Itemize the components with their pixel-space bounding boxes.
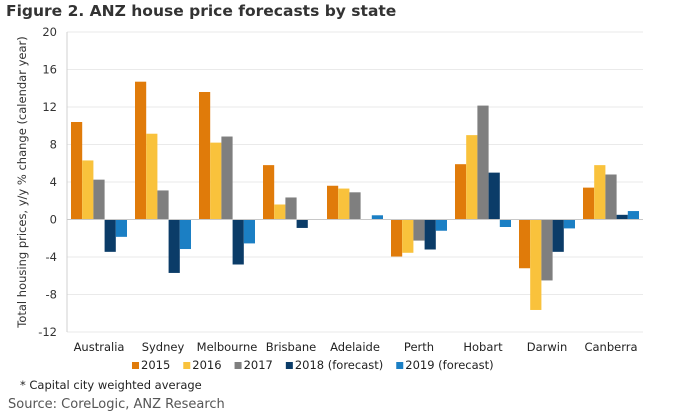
y-tick-label: 20: [42, 25, 57, 39]
x-tick-label: Adelaide: [330, 340, 380, 354]
source-note: Source: CoreLogic, ANZ Research: [8, 397, 225, 412]
y-tick-label: 16: [42, 63, 57, 77]
bar-darwin-2015: [519, 219, 531, 269]
y-axis-label: Total housing prices, y/y % change (cale…: [15, 36, 29, 328]
bar-australia-2019: [115, 219, 127, 237]
bar-adelaide-2017: [349, 192, 361, 220]
legend-label: 2018 (forecast): [295, 358, 383, 372]
bar-canberra-2018: [616, 214, 628, 220]
chart-title: Figure 2. ANZ house price forecasts by s…: [6, 2, 397, 20]
legend-swatch: [183, 362, 191, 369]
bar-australia-2015: [71, 122, 83, 220]
bar-perth-2018: [424, 219, 436, 250]
legend-swatch: [396, 362, 404, 369]
bar-darwin-2019: [563, 219, 575, 229]
bar-perth-2015: [391, 219, 403, 257]
x-tick-label: Darwin: [527, 340, 568, 354]
x-tick-label: Brisbane: [266, 340, 317, 354]
bar-perth-2017: [413, 219, 425, 241]
bar-brisbane-2018: [296, 219, 308, 228]
bar-brisbane-2017: [285, 197, 297, 220]
y-tick-label: -8: [46, 288, 57, 302]
legend-swatch: [285, 362, 293, 369]
y-tick-label: 4: [50, 175, 57, 189]
bar-sydney-2019: [179, 219, 191, 250]
bar-hobart-2017: [477, 105, 489, 220]
bar-canberra-2019: [627, 211, 639, 220]
legend-label: 2019 (forecast): [405, 358, 493, 372]
legend-swatch: [132, 362, 139, 369]
bar-adelaide-2016: [338, 188, 350, 220]
bar-australia-2018: [104, 219, 116, 252]
legend-label: 2015: [141, 358, 170, 372]
bar-melbourne-2015: [199, 92, 211, 220]
legend-swatch: [234, 362, 242, 369]
y-tick-label: 12: [42, 100, 57, 114]
bar-australia-2017: [93, 179, 105, 220]
bar-sydney-2017: [157, 190, 169, 220]
bar-perth-2016: [402, 219, 414, 253]
bar-darwin-2016: [530, 219, 542, 310]
bar-australia-2016: [82, 160, 94, 220]
y-tick-label: -4: [46, 250, 57, 264]
bar-melbourne-2019: [243, 219, 255, 244]
y-tick-label: -12: [38, 325, 57, 339]
y-tick-label: 0: [50, 213, 57, 227]
x-tick-label: Hobart: [463, 340, 503, 354]
x-tick-label: Canberra: [584, 340, 637, 354]
bar-canberra-2017: [605, 174, 617, 220]
x-tick-label: Perth: [404, 340, 434, 354]
bar-melbourne-2016: [210, 142, 222, 220]
bar-darwin-2018: [552, 219, 564, 252]
bar-adelaide-2019: [371, 215, 383, 220]
bar-hobart-2015: [455, 164, 467, 220]
legend-label: 2017: [244, 358, 273, 372]
bar-sydney-2015: [135, 81, 147, 220]
bar-adelaide-2015: [327, 185, 339, 220]
bar-perth-2019: [435, 219, 447, 231]
bar-sydney-2018: [168, 219, 180, 273]
bar-hobart-2019: [499, 219, 511, 227]
footnote: * Capital city weighted average: [20, 378, 202, 392]
bar-canberra-2016: [594, 165, 606, 220]
bar-melbourne-2018: [232, 219, 244, 265]
legend-label: 2016: [192, 358, 221, 372]
bar-darwin-2017: [541, 219, 553, 281]
bar-hobart-2018: [488, 172, 500, 220]
y-tick-label: 8: [50, 138, 57, 152]
x-tick-label: Sydney: [142, 340, 185, 354]
bar-sydney-2016: [146, 133, 158, 220]
x-tick-label: Australia: [74, 340, 125, 354]
bar-hobart-2016: [466, 135, 478, 220]
bar-brisbane-2016: [274, 204, 286, 220]
x-tick-label: Melbourne: [197, 340, 258, 354]
bar-brisbane-2015: [263, 165, 275, 220]
bar-canberra-2015: [583, 187, 595, 220]
bar-melbourne-2017: [221, 136, 233, 220]
